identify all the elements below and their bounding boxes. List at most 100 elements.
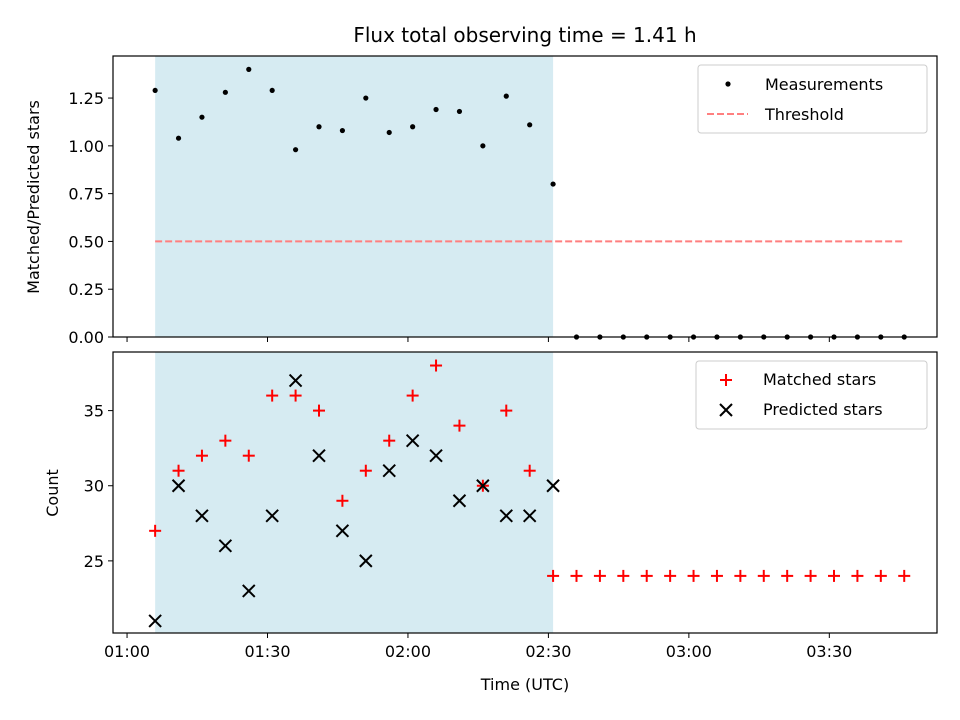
bottom-shaded-region <box>155 352 554 633</box>
matched-stars-point <box>242 449 255 462</box>
top-y-axis-label: Matched/Predicted stars <box>24 100 43 294</box>
matched-stars-point <box>664 569 677 582</box>
bottom-y-axis-label: Count <box>43 469 62 517</box>
x-tick-label: 01:00 <box>104 642 150 661</box>
legend-label-predicted-stars: Predicted stars <box>763 400 883 419</box>
measurements-point <box>222 89 228 95</box>
top-panel: 0.00 0.25 0.50 0.75 1.00 1.25 Matched/Predict… <box>24 55 938 347</box>
measurements-point <box>246 66 252 72</box>
top-axes-frame <box>112 55 938 338</box>
top-y-tick-label: 0.25 <box>68 280 104 299</box>
matched-stars-point <box>874 569 887 582</box>
matched-stars-point <box>570 569 583 582</box>
matched-stars-point <box>336 494 349 507</box>
measurements-point <box>480 143 486 149</box>
matched-stars-point <box>313 404 325 417</box>
measurements-point <box>269 87 275 94</box>
bottom-y-tick-label: 30 <box>84 477 104 496</box>
matched-stars-point <box>523 464 536 477</box>
measurements-point <box>503 93 509 99</box>
x-tick-label: 03:30 <box>806 642 852 661</box>
matched-stars-point <box>430 359 443 372</box>
matched-stars-point <box>898 569 911 582</box>
x-tick-label: 02:30 <box>525 642 571 661</box>
matched-stars-point <box>828 569 840 582</box>
predicted-stars-point <box>429 448 443 463</box>
matched-stars-point <box>500 404 513 417</box>
legend-marker-predicted-stars <box>719 403 733 417</box>
matched-stars-point <box>804 569 817 582</box>
top-y-tick-label: 0.75 <box>68 185 104 204</box>
measurements-point <box>433 106 439 113</box>
measurements-point <box>456 108 463 115</box>
measurements-point <box>386 129 392 136</box>
matched-stars-point <box>149 524 162 537</box>
matched-stars-point <box>593 569 606 582</box>
matched-stars-point <box>289 389 302 402</box>
predicted-stars-point <box>195 509 209 523</box>
predicted-stars-point <box>218 539 233 553</box>
matched-stars-point <box>781 569 794 582</box>
predicted-stars-point <box>476 479 490 493</box>
predicted-stars-point <box>335 524 350 538</box>
measurements-point <box>550 181 556 187</box>
bottom-legend: Matched stars Predicted stars <box>695 360 928 430</box>
measurements-point <box>292 147 299 153</box>
predicted-stars-point <box>359 554 373 568</box>
predicted-stars-point <box>382 464 396 478</box>
matched-stars-point <box>851 569 864 582</box>
predicted-stars-point <box>312 448 326 463</box>
predicted-stars-point <box>171 479 186 493</box>
measurements-point <box>316 124 322 130</box>
legend-marker-matched-stars <box>720 374 732 386</box>
matched-stars-point <box>172 464 185 477</box>
predicted-stars-point <box>288 373 303 388</box>
top-y-tick-label: 1.25 <box>68 89 104 108</box>
legend-marker-measurements <box>725 81 731 87</box>
bottom-data-layer <box>148 359 911 628</box>
matched-stars-point <box>734 569 747 582</box>
legend-label-matched-stars: Matched stars <box>763 370 876 389</box>
predicted-stars-point <box>405 433 420 448</box>
bottom-x-axis: 01:00 01:30 02:00 02:30 03:00 03:30 <box>104 633 852 661</box>
matched-stars-point <box>383 434 396 447</box>
bottom-shaded-region-layer <box>155 352 554 633</box>
measurements-point <box>527 122 533 128</box>
matched-stars-point <box>640 569 653 582</box>
predicted-stars-point <box>522 509 537 523</box>
legend-label-threshold: Threshold <box>764 105 844 124</box>
top-y-axis: 0.00 0.25 0.50 0.75 1.00 1.25 <box>68 89 113 347</box>
measurements-point <box>175 135 182 141</box>
predicted-stars-point <box>265 509 279 523</box>
predicted-stars-point <box>242 584 256 598</box>
predicted-stars-point <box>148 614 162 628</box>
top-legend-box <box>697 64 928 134</box>
top-shaded-region <box>155 56 554 337</box>
top-y-tick-label: 0.00 <box>68 328 104 347</box>
measurements-point <box>199 114 205 120</box>
top-legend: Measurements Threshold <box>697 64 928 134</box>
matched-stars-point <box>406 389 419 402</box>
legend-label-measurements: Measurements <box>765 75 883 94</box>
matched-stars-point <box>195 449 208 462</box>
measurements-point <box>363 95 369 101</box>
matched-stars-point <box>359 464 372 477</box>
matched-stars-point <box>266 389 279 402</box>
top-y-tick-label: 0.50 <box>68 232 104 251</box>
x-axis-label: Time (UTC) <box>480 675 569 694</box>
measurements-point <box>410 124 416 130</box>
predicted-stars-point <box>452 494 467 508</box>
top-x-ticks <box>126 337 830 342</box>
bottom-axes-frame <box>112 351 938 634</box>
matched-stars-point <box>757 569 770 582</box>
matched-stars-point <box>453 419 466 432</box>
bottom-panel: 25 30 35 01:00 01:30 02:00 02:30 03:00 03:30 Co… <box>43 351 938 694</box>
predicted-stars-point <box>499 509 513 523</box>
matched-stars-point <box>687 569 700 582</box>
x-tick-label: 01:30 <box>244 642 290 661</box>
matched-stars-point <box>617 569 630 582</box>
top-data-layer <box>152 66 907 340</box>
bottom-legend-box <box>695 360 928 430</box>
matched-stars-point <box>219 434 232 447</box>
